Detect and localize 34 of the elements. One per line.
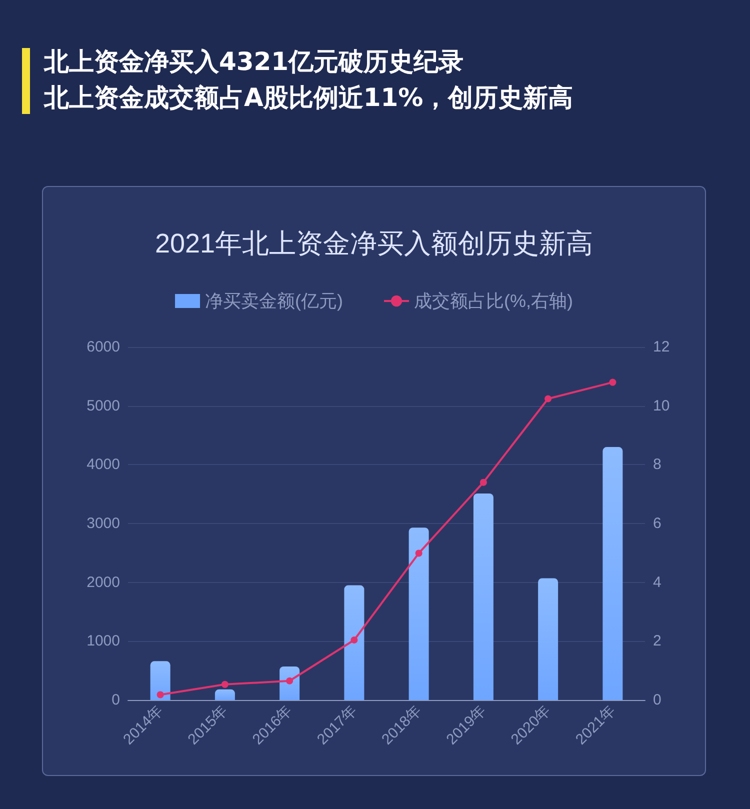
point xyxy=(480,478,487,486)
point xyxy=(156,691,164,698)
text: 北上资金净买入4321亿元破历史纪录 xyxy=(42,46,465,78)
y-tick-label: 3000 xyxy=(86,515,120,532)
bar xyxy=(473,493,494,700)
bar xyxy=(538,578,558,700)
y2-tick-label: 0 xyxy=(653,692,662,708)
bar xyxy=(150,661,170,700)
point xyxy=(221,680,228,688)
y2-tick-label: 4 xyxy=(653,574,662,591)
legend-label: 成交额占比(%,右轴) xyxy=(414,291,573,311)
bar xyxy=(214,689,235,700)
y2-tick-label: 6 xyxy=(653,515,662,532)
y-tick-label: 2000 xyxy=(86,574,120,591)
point xyxy=(286,677,294,684)
y-tick-label: 4000 xyxy=(86,456,120,474)
y-tick-label: 1000 xyxy=(86,632,120,650)
y2-tick-label: 12 xyxy=(653,338,670,356)
bar xyxy=(602,447,623,700)
y2-tick-label: 10 xyxy=(653,397,670,414)
y-tick-label: 6000 xyxy=(86,338,120,356)
y-tick-label: 5000 xyxy=(86,397,120,414)
point xyxy=(609,378,616,386)
point xyxy=(350,636,358,644)
legend-label: 净买卖金额(亿元) xyxy=(205,291,344,311)
bar xyxy=(344,585,364,700)
y-tick-label: 0 xyxy=(112,692,120,708)
text: 北上资金成交额占A股比例近11%，创历史新高 xyxy=(42,82,574,114)
chart-title: 2021年北上资金净买入额创历史新高 xyxy=(154,228,594,258)
y2-tick-label: 8 xyxy=(653,456,662,474)
bar xyxy=(408,528,429,700)
point xyxy=(415,550,422,557)
y2-tick-label: 2 xyxy=(653,632,662,650)
point xyxy=(544,395,552,402)
